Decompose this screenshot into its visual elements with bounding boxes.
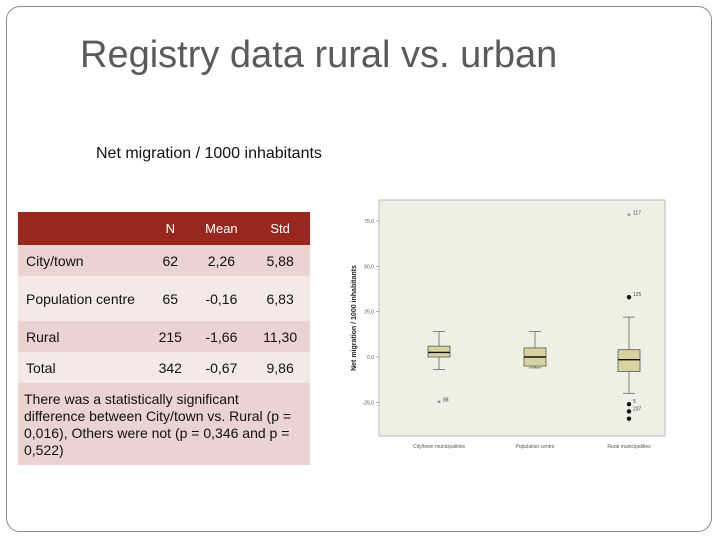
row-label: Population centre	[18, 276, 148, 321]
header-cell-std: Std	[250, 212, 310, 245]
table-row: City/town 62 2,26 5,88	[18, 245, 310, 276]
header-cell-mean: Mean	[192, 212, 251, 245]
row-label: Rural	[18, 321, 148, 352]
row-n: 215	[148, 321, 193, 352]
row-mean: -0,67	[192, 352, 251, 383]
outlier-label: 117	[633, 211, 641, 217]
row-std: 6,83	[250, 276, 310, 321]
x-tick-label: City/town municipalities	[413, 444, 465, 450]
outlier-label: 5	[633, 399, 636, 405]
y-tick-label: 0,0	[367, 355, 374, 361]
row-label: City/town	[18, 245, 148, 276]
outlier-label: 88	[443, 397, 449, 403]
outlier-label: 125	[633, 292, 642, 298]
y-tick-label: 50,0	[364, 264, 374, 270]
table-row: Total 342 -0,67 9,86	[18, 352, 310, 383]
table-row: Population centre 65 -0,16 6,83	[18, 276, 310, 321]
table-row: Rural 215 -1,66 11,30	[18, 321, 310, 352]
outlier-star: *	[437, 399, 441, 407]
outlier-point	[626, 416, 632, 421]
row-mean: -1,66	[192, 321, 251, 352]
y-tick-label: 25,0	[364, 310, 374, 316]
row-mean: 2,26	[192, 245, 251, 276]
row-n: 342	[148, 352, 193, 383]
y-tick-label: -25,0	[363, 400, 375, 406]
stats-table: N Mean Std City/town 62 2,26 5,88 Popula…	[18, 212, 310, 465]
table-note-row: There was a statistically significant di…	[18, 383, 310, 465]
box	[617, 349, 641, 372]
row-n: 65	[148, 276, 193, 321]
row-mean: -0,16	[192, 276, 251, 321]
row-std: 5,88	[250, 245, 310, 276]
chart-subtitle: Net migration / 1000 inhabitants	[96, 145, 322, 162]
outlier-point	[626, 401, 632, 407]
table-header-row: N Mean Std	[18, 212, 310, 245]
row-label: Total	[18, 352, 148, 383]
boxplot-chart: Net migration / 1000 inhabitants75,050,0…	[351, 199, 666, 450]
slide-title: Registry data rural vs. urban	[80, 34, 558, 76]
outlier-point	[626, 409, 632, 414]
row-std: 11,30	[250, 321, 310, 352]
box	[427, 345, 451, 358]
outlier-label: 237	[633, 406, 642, 412]
row-n: 62	[148, 245, 193, 276]
row-std: 9,86	[250, 352, 310, 383]
outlier-point	[626, 294, 632, 300]
y-tick-label: 75,0	[364, 219, 374, 225]
x-tick-label: Population centre	[516, 444, 555, 450]
outlier-star: *	[627, 212, 631, 220]
header-cell-n: N	[148, 212, 193, 245]
significance-note: There was a statistically significant di…	[18, 383, 310, 465]
header-cell-blank	[18, 212, 148, 245]
y-axis-label: Net migration / 1000 inhabitants	[351, 265, 358, 371]
plot-area	[378, 199, 666, 437]
x-tick-label: Rural municipalities	[607, 444, 651, 450]
